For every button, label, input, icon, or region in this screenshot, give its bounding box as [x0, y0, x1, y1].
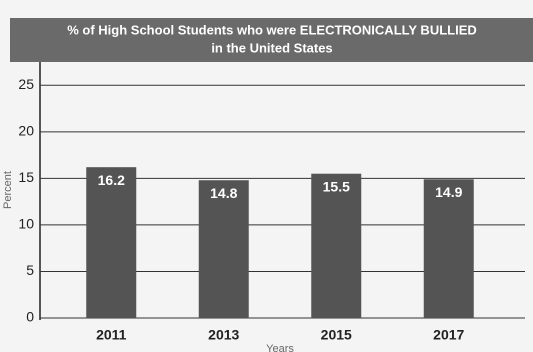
value-label: 16.2	[98, 172, 125, 188]
bar	[198, 180, 249, 318]
value-label: 15.5	[323, 178, 350, 194]
x-tick-label: 2015	[321, 327, 352, 343]
value-label: 14.8	[210, 185, 237, 201]
y-tick-label: 0	[26, 309, 34, 325]
y-axis-label: Percent	[2, 171, 14, 209]
x-axis-label: Years	[266, 343, 294, 352]
bar	[311, 173, 362, 318]
chart-subtitle: in the United States	[211, 40, 332, 55]
x-tick-label: 2017	[433, 327, 464, 343]
x-tick-label: 2011	[96, 327, 127, 343]
y-tick-label: 5	[26, 262, 34, 278]
bar	[86, 167, 137, 318]
value-label: 14.9	[435, 184, 462, 200]
x-tick-label: 2013	[208, 327, 239, 343]
y-tick-label: 15	[18, 169, 34, 185]
y-tick-label: 10	[18, 216, 34, 232]
bar	[423, 179, 474, 318]
y-tick-label: 20	[18, 123, 34, 139]
title-banner	[10, 18, 533, 62]
chart-title: % of High School Students who were ELECT…	[67, 22, 477, 37]
y-tick-label: 25	[18, 76, 34, 92]
